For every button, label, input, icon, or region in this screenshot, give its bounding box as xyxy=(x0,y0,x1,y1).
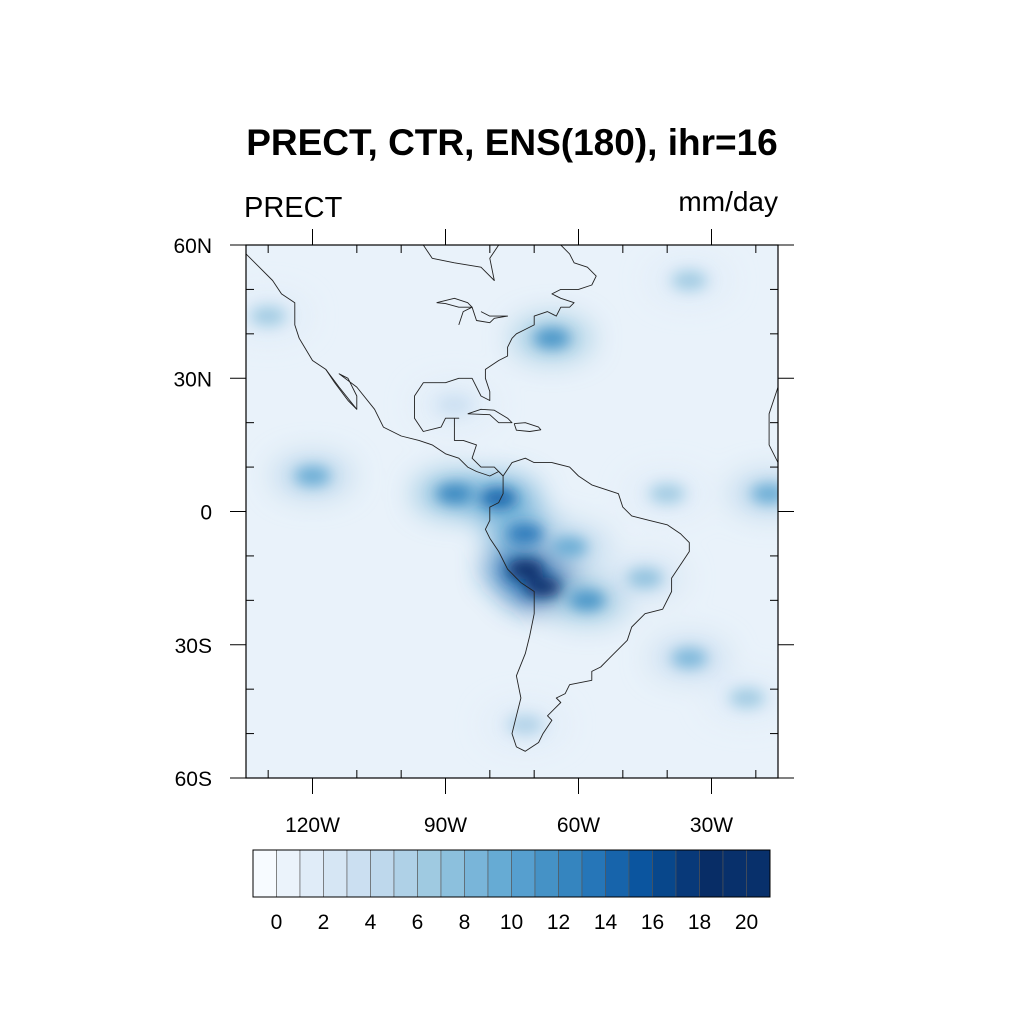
colorbar-box xyxy=(440,849,465,898)
lon-tick-label: 90W xyxy=(424,814,467,837)
colorbar-box xyxy=(675,849,700,898)
colorbar-box xyxy=(652,849,677,898)
precip-core-north-atlantic-storm xyxy=(533,328,570,349)
colorbar-box xyxy=(699,849,724,898)
colorbar-label: 20 xyxy=(735,911,758,934)
lat-tick-label: 60S xyxy=(175,768,212,791)
precip-core-bolivia-max xyxy=(525,577,562,598)
precip-core-gran-chaco xyxy=(569,590,606,611)
colorbar-label: 10 xyxy=(500,911,523,934)
coastline-cuba xyxy=(467,408,513,424)
precip-core-bolivia-secondary xyxy=(507,559,544,580)
colorbar-box xyxy=(323,849,348,898)
precip-core-southern-chile xyxy=(507,714,544,735)
colorbar-label: 18 xyxy=(688,911,711,934)
colorbar-box xyxy=(299,849,324,898)
plot-title: PRECT, CTR, ENS(180), ihr=16 xyxy=(246,122,778,163)
lat-tick-label: 30S xyxy=(175,635,212,658)
precip-core-itcz-east-pacific xyxy=(294,465,331,486)
precip-core-itcz-colombia xyxy=(480,488,517,509)
colorbar-label: 14 xyxy=(594,911,618,934)
precip-core-itcz-near-panama xyxy=(436,483,473,504)
coastline-south-america xyxy=(484,457,690,752)
colorbar-box xyxy=(417,849,442,898)
precip-core-north-atlantic-high-lat xyxy=(671,270,708,291)
colorbar-label: 16 xyxy=(641,911,664,934)
lat-tick-label: 0 xyxy=(200,502,212,525)
precip-core-itcz-east-edge xyxy=(751,483,778,504)
colorbar-outline xyxy=(252,849,771,898)
colorbar-label: 8 xyxy=(459,911,471,934)
colorbar-box xyxy=(558,849,583,898)
colorbar-box xyxy=(605,849,630,898)
colorbar-box xyxy=(722,849,747,898)
precip-core-south-atlantic-band-east xyxy=(728,688,765,709)
coastline-baja xyxy=(325,369,358,410)
coastline-hispaniola xyxy=(513,422,542,432)
colorbar-label: 2 xyxy=(318,911,330,934)
coastline-africa-west xyxy=(768,386,778,464)
colorbar-box xyxy=(393,849,418,898)
precip-core-amazon-west xyxy=(507,523,544,544)
units-label: mm/day xyxy=(678,186,778,217)
lat-tick-label: 30N xyxy=(173,368,212,391)
lon-tick-label: 60W xyxy=(557,814,600,837)
precip-core-south-atlantic-band xyxy=(671,648,708,669)
left-string: PRECT xyxy=(244,192,343,224)
coastline-north-america xyxy=(246,245,597,477)
axis-labels: 60N 30N 0 30S 60S 120W 90W 60W 30W xyxy=(173,235,733,837)
colorbar-box xyxy=(370,849,395,898)
precip-core-gulf-of-mexico xyxy=(436,394,473,415)
precip-core-amazon-central xyxy=(551,537,588,558)
colorbar-box xyxy=(252,849,277,898)
colorbar-box xyxy=(464,849,489,898)
colorbar-box xyxy=(511,849,536,898)
coastlines xyxy=(246,245,778,752)
colorbar-label: 6 xyxy=(412,911,424,934)
lon-tick-label: 30W xyxy=(690,814,733,837)
precip-core-itcz-atlantic xyxy=(649,483,686,504)
colorbar-box xyxy=(746,849,771,898)
lon-tick-label: 120W xyxy=(285,814,340,837)
colorbar-label: 12 xyxy=(547,911,570,934)
precip-core-sacz xyxy=(627,568,663,589)
colorbar-label: 0 xyxy=(271,911,283,934)
colorbar-box xyxy=(487,849,512,898)
precip-core-pacific-northwest xyxy=(250,306,287,327)
colorbar-box xyxy=(581,849,606,898)
precipitation-field xyxy=(246,258,778,747)
colorbar: 0 2 4 6 8 10 12 14 16 18 20 xyxy=(252,849,771,934)
colorbar-box xyxy=(534,849,559,898)
colorbar-label: 4 xyxy=(365,911,377,934)
coastline-hudson-bay xyxy=(422,245,500,281)
axis-ticks xyxy=(230,229,794,794)
lat-tick-label: 60N xyxy=(173,235,212,258)
colorbar-box xyxy=(276,849,301,898)
colorbar-box xyxy=(346,849,371,898)
colorbar-box xyxy=(628,849,653,898)
coastline-great-lakes-2 xyxy=(458,306,509,326)
